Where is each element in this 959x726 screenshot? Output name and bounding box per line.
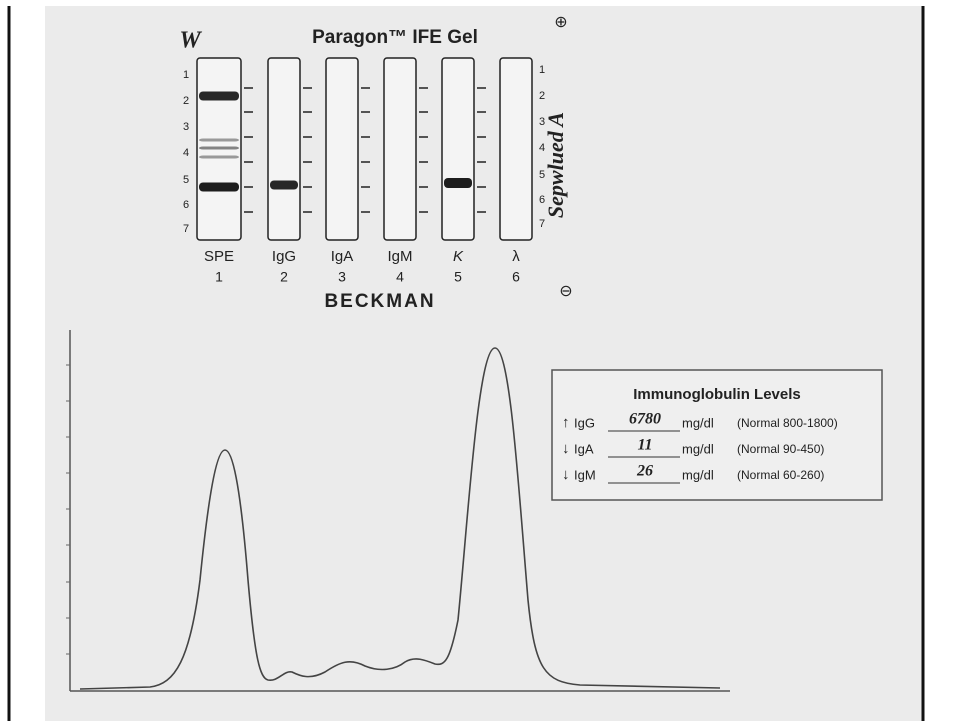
level-name: IgG xyxy=(574,415,595,430)
zone-label: 4 xyxy=(183,147,189,159)
zone-label: 6 xyxy=(539,194,545,206)
gel-lane xyxy=(384,58,416,240)
zone-label: 6 xyxy=(183,199,189,211)
lane-number: 3 xyxy=(338,269,346,285)
gel-lane xyxy=(326,58,358,240)
lane-number: 4 xyxy=(396,269,404,285)
gel-band xyxy=(199,183,239,192)
level-value: 26 xyxy=(636,463,653,480)
gel-band xyxy=(199,92,239,101)
lane-label: IgM xyxy=(387,248,412,265)
side-note: Sepwlued A xyxy=(543,112,568,218)
level-normal: (Normal 800-1800) xyxy=(737,416,838,430)
level-value: 6780 xyxy=(629,411,661,428)
lane-label: IgG xyxy=(272,248,296,265)
handwritten-mark: W xyxy=(179,28,202,54)
lane-label: K xyxy=(453,248,464,265)
zone-label: 7 xyxy=(183,223,189,235)
level-marker: ↓ xyxy=(562,440,570,457)
level-name: IgA xyxy=(574,441,594,456)
gel-lane xyxy=(442,58,474,240)
zone-label: 2 xyxy=(183,95,189,107)
zone-label: 3 xyxy=(183,121,189,133)
gel-lane xyxy=(268,58,300,240)
lane-label: λ xyxy=(512,248,520,265)
zone-label: 3 xyxy=(539,116,545,128)
levels-box: Immunoglobulin Levels ↑ IgG 6780 mg/dl (Norm… xyxy=(552,370,882,500)
level-marker: ↓ xyxy=(562,466,570,483)
zone-label: 1 xyxy=(183,69,189,81)
zone-label: 4 xyxy=(539,142,545,154)
page: W Paragon™ IFE Gel ⊕ ⊖ Sepwlued A BECKMA… xyxy=(0,0,959,721)
lane-number: 5 xyxy=(454,269,462,285)
level-value: 11 xyxy=(637,437,652,454)
zone-label: 7 xyxy=(539,218,545,230)
zone-label: 5 xyxy=(539,169,545,181)
gel-band xyxy=(199,139,239,142)
level-name: IgM xyxy=(574,467,596,482)
level-unit: mg/dl xyxy=(682,415,714,430)
anode: ⊕ xyxy=(554,14,567,31)
gel-lane xyxy=(500,58,532,240)
gel-band xyxy=(199,156,239,159)
level-marker: ↑ xyxy=(562,414,570,431)
gel-band xyxy=(270,181,298,190)
gel-title: Paragon™ IFE Gel xyxy=(312,27,478,48)
level-unit: mg/dl xyxy=(682,441,714,456)
level-unit: mg/dl xyxy=(682,467,714,482)
lane-number: 6 xyxy=(512,269,520,285)
cathode: ⊖ xyxy=(559,283,572,300)
level-normal: (Normal 90-450) xyxy=(737,442,824,456)
lane-label: IgA xyxy=(331,248,354,265)
maker: BECKMAN xyxy=(324,291,435,312)
gel-band xyxy=(199,147,239,150)
zone-label: 1 xyxy=(539,64,545,76)
scan: W Paragon™ IFE Gel ⊕ ⊖ Sepwlued A BECKMA… xyxy=(0,0,959,721)
gel-band xyxy=(444,178,472,188)
level-normal: (Normal 60-260) xyxy=(737,468,824,482)
paper xyxy=(45,6,922,721)
lane-number: 1 xyxy=(215,269,223,285)
zone-label: 5 xyxy=(183,174,189,186)
lane-label: SPE xyxy=(204,248,234,265)
zone-label: 2 xyxy=(539,90,545,102)
lane-number: 2 xyxy=(280,269,288,285)
levels-title: Immunoglobulin Levels xyxy=(633,386,801,403)
